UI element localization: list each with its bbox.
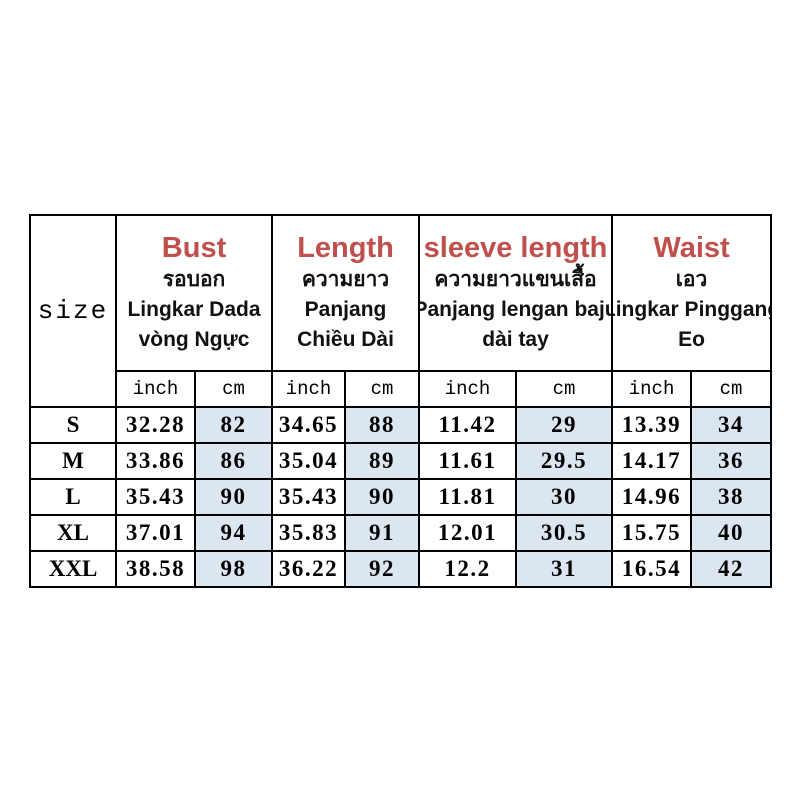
bust-header-cell: Bust รอบอก Lingkar Dada vòng Ngực [114,214,274,372]
size-chart-table: size Bust รอบอก Lingkar Dada vòng Ngực L… [29,214,773,588]
waist-subtitle-indonesian: Lingkar Pinggang [614,298,772,321]
length-inch-cell: 35.43 [271,478,347,516]
sleeve-cm-cell: 30 [515,478,614,516]
sleeve-inch-cell: 12.2 [418,550,518,588]
waist-cm-cell: 38 [690,478,773,516]
bust-cm-cell: 82 [193,406,274,444]
waist-inch-cell: 14.96 [611,478,693,516]
sleeve-inch-cell: 11.42 [418,406,518,444]
bust-inch-cell: 33.86 [115,442,196,480]
sleeve-cm-cell: 29 [515,406,614,444]
bust-cm-cell: 94 [193,514,274,552]
sleeve-cm-cell: 30.5 [515,514,614,552]
table-row-l: L 35.43 90 35.43 90 11.81 30 14.96 38 [29,478,773,516]
waist-inch-unit-cell: inch [611,370,693,408]
length-cm-cell: 90 [344,478,421,516]
waist-inch-cell: 13.39 [611,406,693,444]
sleeve-length-subtitle-indonesian: Panjang lengan baju [419,298,613,321]
bust-subtitle-vietnamese: vòng Ngực [138,328,250,351]
length-inch-cell: 36.22 [271,550,347,588]
bust-cm-cell: 98 [193,550,274,588]
bust-cm-cell: 86 [193,442,274,480]
sleeve-length-title: sleeve length [423,232,608,264]
table-row-xxl: XXL 38.58 98 36.22 92 12.2 31 16.54 42 [29,550,773,588]
table-row-s: S 32.28 82 34.65 88 11.42 29 13.39 34 [29,406,773,444]
size-corner-cell: size [29,214,117,408]
bust-inch-cell: 35.43 [115,478,196,516]
waist-inch-cell: 15.75 [611,514,693,552]
sleeve-cm-unit-cell: cm [515,370,614,408]
size-cell: S [29,406,117,444]
sleeve-length-header-cell: sleeve length ความยาวแขนเสื้อ Panjang le… [418,214,614,372]
waist-inch-cell: 14.17 [611,442,693,480]
sleeve-inch-unit-cell: inch [418,370,518,408]
unit-row: inch cm inch cm inch cm inch cm [30,370,773,408]
sleeve-inch-cell: 11.81 [418,478,518,516]
size-cell: M [29,442,117,480]
sleeve-cm-cell: 31 [515,550,614,588]
header-row: size Bust รอบอก Lingkar Dada vòng Ngực L… [29,214,773,408]
length-subtitle-thai: ความยาว [301,268,390,291]
length-inch-cell: 34.65 [271,406,347,444]
waist-header-cell: Waist เอว Lingkar Pinggang Eo [611,214,773,372]
bust-cm-unit-cell: cm [193,370,274,408]
length-inch-unit-cell: inch [271,370,347,408]
length-cm-cell: 88 [344,406,421,444]
bust-inch-cell: 32.28 [115,406,196,444]
length-title: Length [297,232,394,264]
bust-inch-cell: 38.58 [115,550,196,588]
waist-cm-unit-cell: cm [690,370,773,408]
waist-subtitle-vietnamese: Eo [678,328,705,351]
waist-title: Waist [653,232,730,264]
waist-cm-cell: 40 [690,514,773,552]
size-corner-label: size [37,296,109,326]
bust-inch-cell: 37.01 [115,514,196,552]
sleeve-length-subtitle-thai: ความยาวแขนเสื้อ [434,268,597,291]
table-row-xl: XL 37.01 94 35.83 91 12.01 30.5 15.75 40 [29,514,773,552]
size-cell: XL [29,514,117,552]
length-subtitle-vietnamese: Chiều Dài [297,328,394,351]
sleeve-inch-cell: 11.61 [418,442,518,480]
length-inch-cell: 35.83 [271,514,347,552]
length-cm-unit-cell: cm [344,370,421,408]
size-cell: XXL [29,550,117,588]
sleeve-cm-cell: 29.5 [515,442,614,480]
size-chart: size Bust รอบอก Lingkar Dada vòng Ngực L… [29,214,773,588]
bust-subtitle-thai: รอบอก [162,268,226,291]
sleeve-inch-cell: 12.01 [418,514,518,552]
length-inch-cell: 35.04 [271,442,347,480]
size-cell: L [29,478,117,516]
table-row-m: M 33.86 86 35.04 89 11.61 29.5 14.17 36 [29,442,773,480]
bust-title: Bust [161,232,227,264]
sleeve-length-subtitle-vietnamese: dài tay [482,328,549,351]
waist-cm-cell: 42 [690,550,773,588]
waist-cm-cell: 34 [690,406,773,444]
waist-cm-cell: 36 [690,442,773,480]
bust-subtitle-indonesian: Lingkar Dada [127,298,261,321]
length-cm-cell: 92 [344,550,421,588]
waist-subtitle-thai: เอว [675,268,708,291]
length-cm-cell: 91 [344,514,421,552]
length-header-cell: Length ความยาว Panjang Chiều Dài [271,214,421,372]
bust-cm-cell: 90 [193,478,274,516]
bust-inch-unit-cell: inch [115,370,196,408]
length-subtitle-indonesian: Panjang [304,298,387,321]
waist-inch-cell: 16.54 [611,550,693,588]
length-cm-cell: 89 [344,442,421,480]
